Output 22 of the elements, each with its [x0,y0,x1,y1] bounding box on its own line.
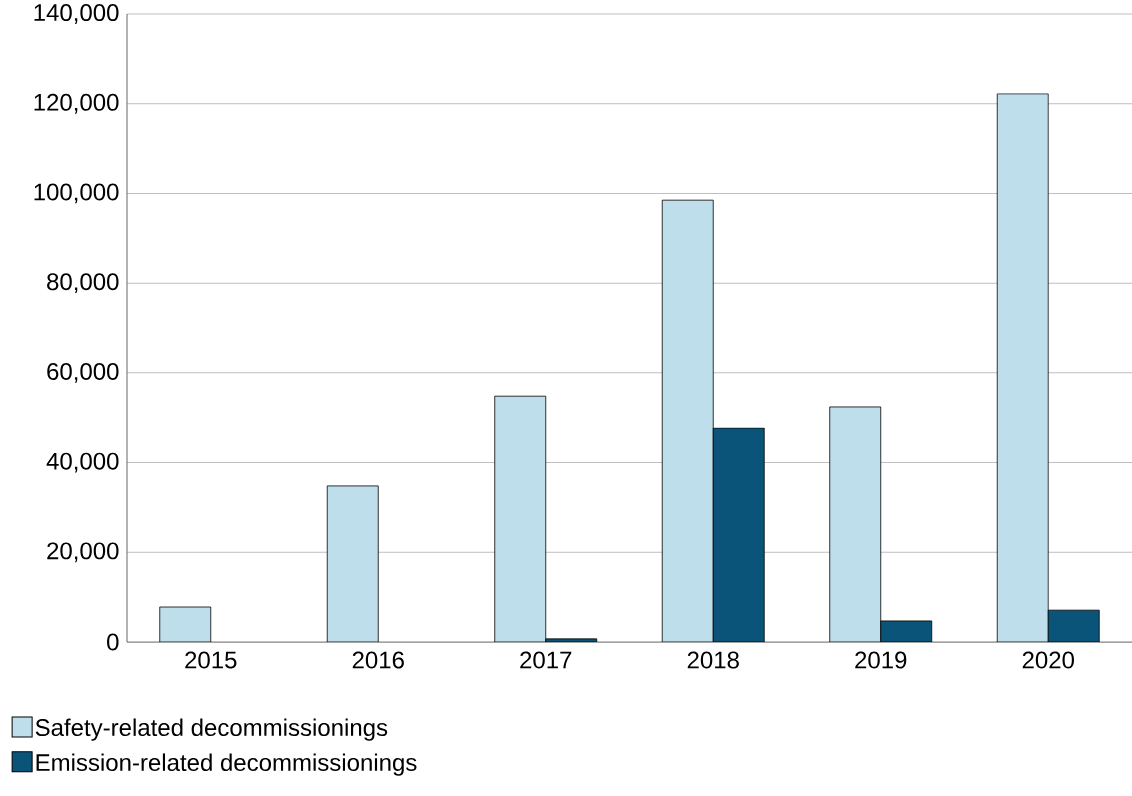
x-tick-label: 2016 [352,651,404,669]
bar [494,395,547,642]
bar [326,485,379,642]
bar [829,406,882,642]
y-tick-label: 120,000 [34,93,119,114]
y-tick-label: 140,000 [34,4,119,24]
legend-label: Emission-related decommissionings [36,753,417,776]
y-tick-label: 20,000 [47,542,119,563]
bar [996,93,1049,642]
y-tick-label: 100,000 [34,183,119,204]
x-tick-label: 2015 [185,651,237,669]
y-tick-label: 60,000 [47,362,119,383]
y-tick-label: 0 [107,633,119,651]
x-tick-label: 2019 [855,651,907,669]
y-tick-label: 80,000 [47,273,119,294]
x-tick-label: 2020 [1022,651,1074,669]
y-tick-label: 40,000 [46,452,119,473]
bar [661,199,714,642]
bar [159,606,212,642]
x-tick-label: 2017 [520,651,572,669]
legend-label: Safety-related decommissionings [35,718,388,741]
x-tick-label: 2018 [687,651,739,669]
